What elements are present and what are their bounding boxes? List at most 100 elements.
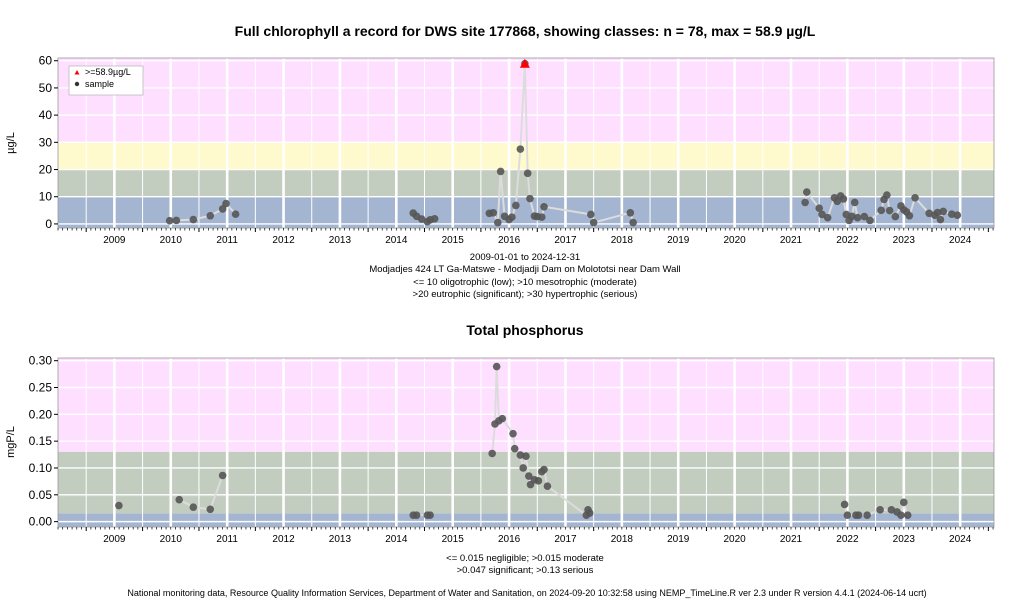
tp-xtick-label-9: 2018	[611, 534, 634, 545]
tp-ytick-label-5: 0.25	[29, 381, 53, 395]
tp-point-11	[492, 362, 501, 371]
chla-point-64	[947, 210, 956, 218]
tp-xtick-label-11: 2020	[724, 534, 747, 545]
tp-class-bands	[58, 358, 994, 527]
tp-point-22	[534, 477, 543, 485]
chla-xtick-label-13: 2022	[836, 235, 859, 246]
chla-points	[165, 58, 962, 227]
tp-plot-frame	[57, 357, 995, 528]
chla-point-63	[939, 207, 948, 216]
chla-point-57	[905, 211, 914, 220]
tp-point-29	[840, 500, 849, 509]
chla-point-62	[936, 215, 945, 224]
chla-band-1	[58, 142, 994, 170]
chla-xtick-label-8: 2017	[554, 235, 577, 246]
tp-point-4	[218, 471, 227, 480]
chla-xtick-label-12: 2021	[780, 235, 803, 246]
tp-point-13	[498, 414, 507, 423]
chla-ytick-label-2: 20	[39, 163, 53, 177]
chla-point-27	[537, 213, 546, 221]
chla-point-2	[189, 215, 198, 224]
chla-xtick-label-9: 2018	[611, 235, 634, 246]
chla-point-9	[417, 215, 426, 223]
chla-point-31	[626, 208, 635, 217]
tp-band-3	[58, 513, 994, 527]
chla-xtick-label-1: 2010	[160, 235, 183, 246]
chla-caption-site: Modjadjes 424 LT Ga-Matswe - Modjadji Da…	[369, 264, 680, 275]
chla-segment-29	[543, 205, 592, 216]
tp-xtick-label-7: 2016	[498, 534, 521, 545]
tp-ytick-label-4: 0.20	[29, 407, 53, 421]
chla-point-65	[953, 211, 962, 220]
tp-point-0	[115, 501, 123, 510]
tp-point-30	[843, 511, 852, 519]
tp-point-32	[854, 511, 863, 519]
chla-point-19	[508, 213, 516, 221]
chla-point-0	[165, 216, 174, 225]
chla-point-20	[512, 201, 520, 210]
tp-ytick-label-0: 0.00	[29, 515, 53, 529]
chla-xtick-label-11: 2020	[724, 235, 747, 246]
tp-xtick-label-3: 2012	[272, 534, 295, 545]
chla-xtick-label-15: 2024	[949, 235, 972, 246]
chla-segment-21	[514, 149, 522, 206]
chla-xtick-label-6: 2015	[442, 235, 465, 246]
chla-legend: >=58.9µg/L sample	[68, 65, 144, 96]
tp-xtick-label-6: 2015	[442, 534, 465, 545]
chla-segment-24	[526, 173, 531, 199]
tp-xtick-label-0: 2009	[103, 534, 126, 545]
tp-xtick-label-10: 2019	[667, 534, 690, 545]
tp-segment-10	[491, 423, 496, 454]
chla-point-34	[803, 188, 811, 196]
tp-point-9	[488, 449, 496, 458]
chla-point-49	[877, 206, 886, 215]
chla-segment-22	[519, 63, 526, 150]
legend-sample-icon	[74, 81, 80, 87]
tp-xtick-label-2: 2011	[216, 534, 238, 545]
tp-y-axis-label: mgP/L	[5, 426, 17, 458]
chla-axes: 0 10 20 30 40 50 60 2009 2010 2011 2012 2013 2014 201…	[39, 54, 995, 246]
tp-point-14	[509, 429, 517, 438]
chla-point-39	[833, 197, 842, 206]
chla-point-24	[526, 194, 534, 203]
chla-point-30	[589, 218, 598, 227]
chla-point-1	[172, 216, 181, 225]
chla-point-45	[850, 198, 859, 207]
chla-ytick-label-3: 30	[39, 135, 53, 149]
chla-segment-17	[499, 171, 506, 217]
chla-xtick-label-0: 2009	[103, 235, 126, 246]
chla-point-47	[860, 212, 869, 221]
tp-points	[115, 362, 912, 519]
footer-credits: National monitoring data, Resource Quali…	[127, 588, 926, 598]
chla-point-52	[885, 206, 894, 215]
tp-point-33	[863, 511, 871, 519]
tp-xtick-label-8: 2017	[554, 534, 577, 545]
tp-point-17	[519, 464, 527, 472]
chla-ytick-label-0: 0	[45, 217, 52, 231]
chla-point-61	[933, 208, 942, 217]
chla-xtick-label-7: 2016	[498, 235, 521, 246]
tp-title: Total phosphorus	[466, 322, 583, 338]
legend-max-marker-icon	[74, 70, 80, 75]
chla-point-28	[540, 202, 548, 211]
tp-band-2	[58, 496, 994, 514]
tp-xtick-label-4: 2013	[329, 534, 352, 545]
tp-point-19	[525, 472, 533, 480]
chla-point-53	[891, 212, 900, 221]
chla-point-58	[911, 194, 919, 202]
tp-axes: 0.00 0.05 0.10 0.15 0.20 0.25 0.30 2009 2010 2011…	[29, 354, 995, 545]
tp-ytick-label-3: 0.15	[29, 434, 53, 448]
chla-point-36	[818, 210, 826, 219]
chla-point-51	[883, 191, 891, 199]
tp-ytick-label-6: 0.30	[29, 354, 53, 368]
tp-segment-12	[495, 366, 500, 421]
chla-plot-frame	[57, 57, 995, 229]
chla-caption-class1: <= 10 oligotrophic (low); >10 mesotrophi…	[413, 277, 637, 288]
chla-xtick-label-3: 2012	[272, 235, 295, 246]
tp-xtick-label-12: 2021	[780, 534, 803, 545]
tp-xtick-label-5: 2014	[385, 534, 408, 545]
tp-point-28	[585, 509, 594, 517]
tp-caption-class1: <= 0.015 negligible; >0.015 moderate	[446, 553, 604, 564]
chla-point-41	[839, 195, 848, 203]
